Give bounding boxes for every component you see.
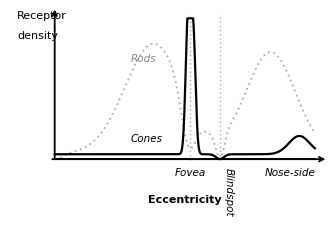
Text: Fovea: Fovea [175, 168, 206, 178]
Text: Rods: Rods [131, 54, 156, 65]
Text: density: density [17, 31, 58, 41]
Text: Cones: Cones [131, 134, 163, 144]
Text: Nose-side: Nose-side [265, 168, 316, 178]
Text: Receptor: Receptor [17, 11, 67, 21]
Text: Eccentricity: Eccentricity [148, 195, 222, 205]
Text: Blindspot: Blindspot [224, 168, 234, 217]
